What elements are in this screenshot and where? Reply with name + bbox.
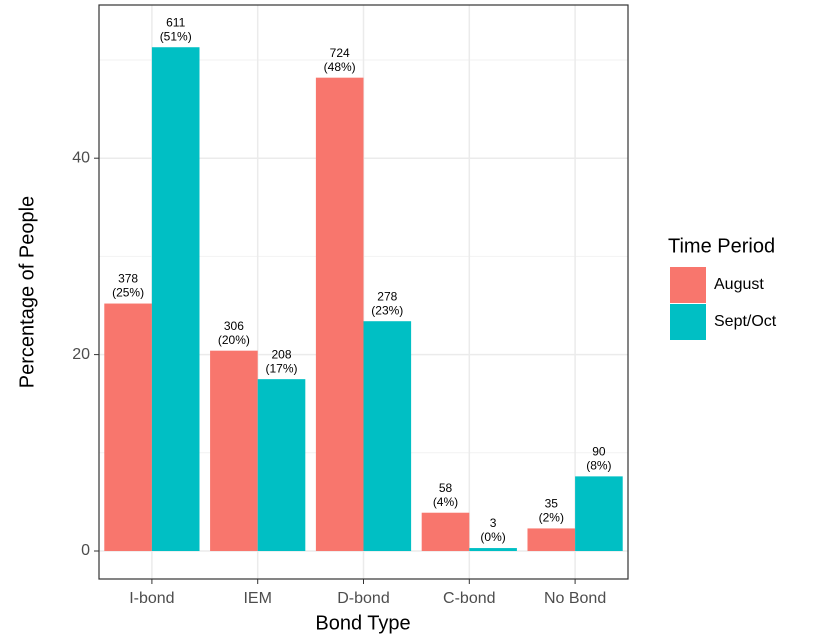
legend-title: Time Period	[668, 235, 775, 257]
count-label: 58	[439, 481, 453, 495]
y-tick-label: 20	[72, 346, 90, 363]
legend-key	[670, 267, 706, 303]
value-label: (51%)	[160, 29, 192, 43]
legend-label: August	[714, 276, 764, 293]
value-label: (4%)	[433, 495, 458, 509]
bar	[469, 548, 517, 552]
bar	[363, 321, 412, 552]
bar	[575, 476, 623, 552]
count-label: 208	[271, 347, 291, 361]
legend-key	[670, 304, 706, 340]
bar	[151, 47, 200, 552]
bar	[527, 528, 576, 552]
value-label: (0%)	[480, 530, 505, 544]
value-label: (2%)	[539, 511, 564, 525]
count-label: 378	[118, 272, 138, 286]
bar	[421, 512, 470, 552]
legend-label: Sept/Oct	[714, 313, 777, 330]
value-label: (8%)	[586, 459, 611, 473]
x-tick-label: I-bond	[129, 590, 174, 607]
value-label: (17%)	[265, 361, 297, 375]
value-label: (48%)	[324, 60, 356, 74]
x-tick-label: IEM	[243, 590, 271, 607]
value-label: (20%)	[218, 333, 250, 347]
value-label: (23%)	[371, 303, 403, 317]
plot-border	[98, 4, 629, 580]
y-tick-label: 40	[72, 149, 90, 166]
count-label: 306	[224, 319, 244, 333]
x-axis-title: Bond Type	[315, 612, 410, 634]
y-tick-label: 0	[81, 542, 90, 559]
value-label: (25%)	[112, 286, 144, 300]
bar	[104, 303, 152, 552]
bar	[257, 379, 306, 552]
count-label: 278	[377, 289, 397, 303]
count-label: 724	[330, 46, 350, 60]
count-label: 90	[592, 445, 606, 459]
x-tick-label: No Bond	[544, 590, 606, 607]
x-tick-label: D-bond	[337, 590, 389, 607]
x-tick-label: C-bond	[443, 590, 495, 607]
bar	[210, 350, 258, 552]
y-axis-title: Percentage of People	[16, 196, 38, 388]
count-label: 35	[545, 497, 559, 511]
bar	[315, 77, 364, 552]
count-label: 611	[166, 15, 185, 29]
count-label: 3	[490, 516, 497, 530]
